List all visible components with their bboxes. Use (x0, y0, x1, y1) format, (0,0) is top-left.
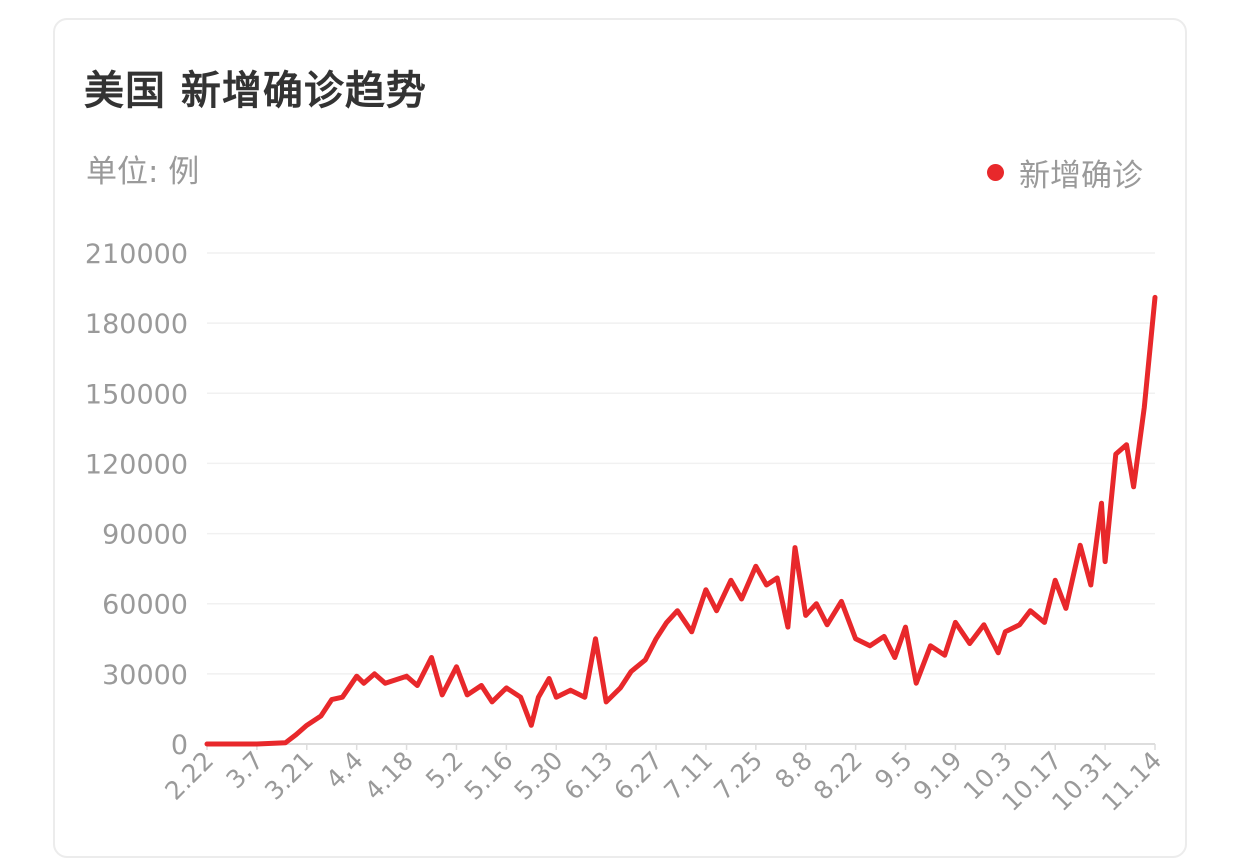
x-axis: 2.22 3.73.21 4.44.18 5.25.165.306.136.277.1… (159, 744, 1167, 817)
y-tick-label: 60000 (102, 590, 188, 621)
grid-lines (207, 252, 1155, 745)
y-tick-label: 210000 (85, 239, 188, 270)
x-tick-label: 3.21 (259, 746, 319, 806)
legend-marker-icon (987, 164, 1004, 181)
x-tick-label: 5.30 (509, 746, 569, 806)
chart-card (53, 18, 1187, 858)
x-tick-label: 5.16 (459, 746, 519, 806)
x-tick-label: 9.19 (908, 746, 968, 806)
unit-label: 单位: 例 (86, 154, 200, 190)
y-tick-label: 150000 (85, 379, 188, 410)
y-tick-label: 90000 (102, 520, 188, 551)
x-tick-label: 2.22 (159, 746, 219, 806)
series-line-新增确诊[interactable] (204, 294, 1158, 747)
x-tick-label: 8.22 (808, 746, 868, 806)
y-axis: 0 30000 60000 90000 120000 150000 180000 210000 (85, 239, 188, 761)
x-tick-label: 7.11 (658, 746, 718, 806)
x-tick-label: 6.27 (608, 746, 668, 806)
y-tick-label: 0 (171, 730, 188, 761)
legend-label: 新增确诊 (1019, 158, 1143, 194)
x-tick-label: 7.25 (708, 746, 768, 806)
x-tick-label: 6.13 (559, 746, 619, 806)
y-tick-label: 30000 (102, 660, 188, 691)
legend[interactable]: 新增确诊 (987, 150, 1143, 195)
y-tick-label: 180000 (85, 309, 188, 340)
x-tick-label: 4.18 (359, 746, 419, 806)
y-tick-label: 120000 (85, 449, 188, 480)
chart-title: 美国 新增确诊趋势 (84, 68, 427, 114)
series-layer (204, 294, 1158, 747)
